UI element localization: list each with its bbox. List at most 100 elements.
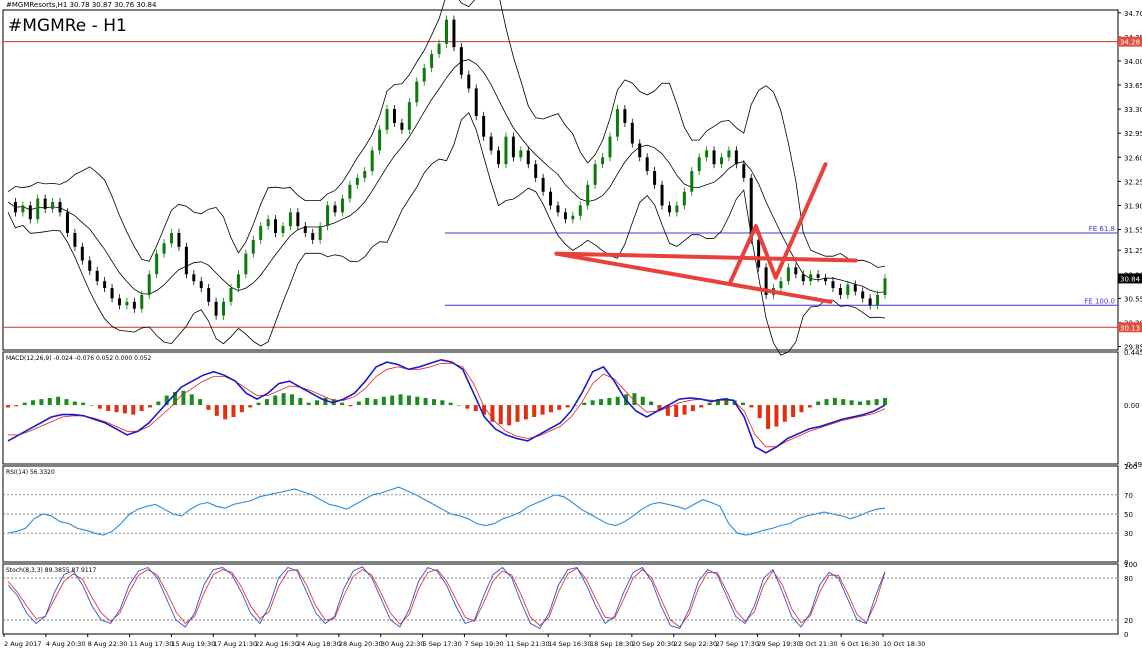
candle-body — [170, 232, 174, 244]
macd-histogram-bar — [214, 405, 219, 416]
stoch-tick-label: 100 — [1124, 561, 1137, 569]
candle-body — [779, 281, 783, 289]
macd-histogram-bar — [256, 402, 261, 406]
macd-histogram-bar — [164, 395, 169, 406]
candle-body — [266, 219, 270, 227]
macd-histogram-bar — [523, 405, 528, 420]
macd-histogram-bar — [540, 405, 545, 415]
macd-histogram-bar — [774, 405, 779, 427]
candle-body — [764, 267, 768, 295]
macd-tick-label: -0.494 — [1124, 461, 1142, 469]
candle-body — [318, 226, 322, 240]
macd-histogram-bar — [431, 399, 436, 406]
stoch-tick-label: 80 — [1124, 575, 1133, 583]
price-tick-label: 34.70 — [1124, 10, 1142, 18]
bollinger-upper-line — [7, 0, 886, 268]
price-tick-label: 31.90 — [1124, 202, 1142, 210]
x-tick-label: 11 Aug 17:30 — [130, 640, 174, 648]
candle-body — [556, 205, 560, 213]
macd-histogram-bar — [147, 405, 152, 408]
candle-body — [95, 270, 99, 282]
candle-body — [809, 274, 813, 282]
x-tick-label: 7 Sep 19:30 — [464, 640, 503, 648]
candle-body — [333, 205, 337, 213]
candle-body — [608, 136, 612, 158]
level-price-box — [1118, 322, 1142, 333]
price-tick-label: 34.00 — [1124, 58, 1142, 66]
candle-body — [705, 150, 709, 158]
candle-body — [28, 205, 32, 220]
candle-body — [563, 212, 567, 220]
level-price-label: 30.13 — [1120, 324, 1140, 332]
macd-histogram-bar — [173, 391, 178, 406]
macd-histogram-bar — [674, 405, 679, 418]
candle-body — [355, 177, 359, 185]
macd-histogram-bar — [607, 397, 612, 406]
macd-histogram-bar — [807, 405, 812, 408]
macd-histogram-bar — [39, 399, 44, 406]
macd-histogram-bar — [690, 405, 695, 412]
x-tick-label: 30 Aug 22:30 — [381, 640, 425, 648]
macd-histogram-bar — [440, 400, 445, 406]
candle-body — [147, 274, 151, 295]
pattern-line — [728, 162, 828, 284]
candle-body — [757, 239, 761, 268]
candle-body — [467, 74, 471, 89]
macd-label: MACD(12,26,9) -0.024 -0.076 0.052 0.000 … — [6, 355, 152, 362]
rsi-line — [7, 486, 886, 536]
price-tick-label: 30.55 — [1124, 295, 1142, 303]
candle-body — [132, 301, 136, 309]
candle-body — [586, 184, 590, 206]
macd-histogram-bar — [465, 405, 470, 409]
macd-histogram-bar — [373, 399, 378, 406]
candle-body — [712, 150, 716, 165]
price-tick-label: 32.60 — [1124, 154, 1142, 162]
macd-histogram-bar — [340, 402, 345, 406]
rsi-tick-label: 30 — [1124, 530, 1133, 538]
candle-body — [177, 232, 181, 247]
level-price-box — [1118, 36, 1142, 47]
panel-frame-stoch — [2, 563, 1119, 635]
macd-histogram-bar — [874, 399, 879, 406]
macd-signal-line — [8, 362, 886, 448]
rsi-tick-label: 0 — [1124, 559, 1128, 567]
macd-histogram-bar — [724, 397, 729, 406]
x-tick-label: 4 Aug 20:30 — [46, 640, 86, 648]
macd-histogram-bar — [816, 401, 821, 406]
candle-body — [155, 253, 159, 275]
macd-histogram-bar — [832, 397, 837, 406]
candle-body — [207, 288, 211, 302]
macd-histogram-bar — [289, 394, 294, 406]
candle-body — [51, 202, 55, 209]
candle-body — [623, 109, 627, 123]
pattern-line — [554, 251, 833, 304]
macd-histogram-bar — [682, 405, 687, 415]
x-tick-label: 14 Sep 16:30 — [548, 640, 591, 648]
macd-histogram-bar — [390, 395, 395, 406]
candle-body — [831, 281, 835, 289]
price-tick-label: 31.25 — [1124, 247, 1142, 255]
candle-body — [288, 212, 292, 227]
macd-histogram-bar — [365, 397, 370, 406]
macd-histogram-bar — [114, 405, 119, 413]
macd-histogram-bar — [849, 400, 854, 406]
rsi-tick-label: 100 — [1124, 463, 1137, 471]
macd-histogram-bar — [824, 399, 829, 406]
x-tick-label: 22 Sep 22:30 — [674, 640, 717, 648]
macd-histogram-bar — [599, 399, 604, 406]
macd-histogram-bar — [649, 401, 654, 406]
macd-histogram-bar — [749, 405, 754, 408]
candle-body — [296, 212, 300, 227]
macd-histogram-bar — [883, 397, 887, 406]
candle-body — [385, 109, 389, 130]
x-tick-label: 11 Sep 21:30 — [506, 640, 549, 648]
macd-histogram-bar — [156, 401, 161, 406]
macd-histogram-bar — [106, 405, 111, 412]
candle-body — [482, 115, 486, 137]
candle-body — [274, 219, 278, 233]
macd-histogram-bar — [248, 405, 253, 408]
candle-body — [445, 19, 448, 44]
macd-histogram-bar — [423, 397, 428, 406]
candle-body — [571, 215, 575, 220]
